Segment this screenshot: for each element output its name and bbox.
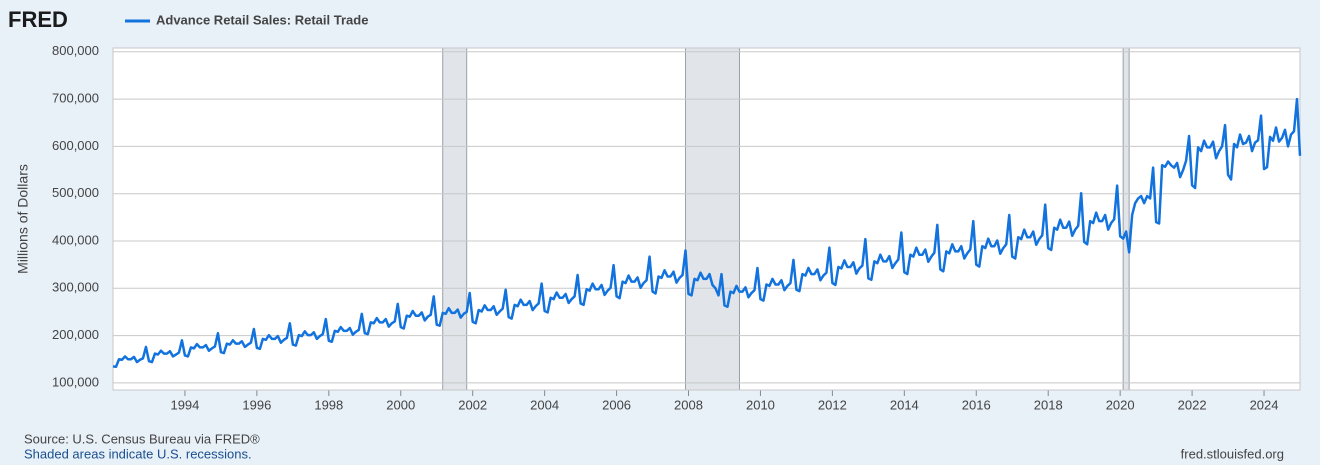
x-tick-label: 1998 [314, 397, 343, 412]
x-tick-label: 1994 [170, 397, 199, 412]
plot-border [112, 47, 1301, 391]
x-tick-label: 2018 [1034, 397, 1063, 412]
x-tick-label: 2004 [530, 397, 559, 412]
x-tick-label: 2022 [1178, 397, 1207, 412]
y-tick-label: 600,000 [52, 138, 99, 153]
x-tick-label: 1996 [242, 397, 271, 412]
note: Shaded areas indicate U.S. recessions. [24, 446, 252, 461]
x-tick-label: 2010 [746, 397, 775, 412]
y-tick-label: 100,000 [52, 374, 99, 389]
y-tick-label: 400,000 [52, 232, 99, 247]
y-tick-label: 300,000 [52, 280, 99, 295]
x-tick-label: 2014 [890, 397, 919, 412]
y-tick-label: 700,000 [52, 91, 99, 106]
x-tick-label: 2000 [386, 397, 415, 412]
y-tick-label: 200,000 [52, 327, 99, 342]
x-tick-label: 2024 [1250, 397, 1279, 412]
x-tick-label: 2008 [674, 397, 703, 412]
logo[interactable]: FRED [8, 7, 68, 32]
site[interactable]: fred.stlouisfed.org [1181, 446, 1284, 461]
y-tick-label: 500,000 [52, 185, 99, 200]
series-line [112, 97, 1302, 369]
x-tick-label: 2006 [602, 397, 631, 412]
y-tick-label: 800,000 [52, 43, 99, 58]
y-axis-label: Millions of Dollars [15, 164, 31, 274]
recession-band [685, 47, 740, 391]
x-tick-label: 2020 [1106, 397, 1135, 412]
legend-label: Advance Retail Sales: Retail Trade [156, 12, 368, 27]
x-tick-label: 2012 [818, 397, 847, 412]
source: Source: U.S. Census Bureau via FRED® [24, 431, 260, 446]
x-tick-label: 2016 [962, 397, 991, 412]
x-tick-label: 2002 [458, 397, 487, 412]
